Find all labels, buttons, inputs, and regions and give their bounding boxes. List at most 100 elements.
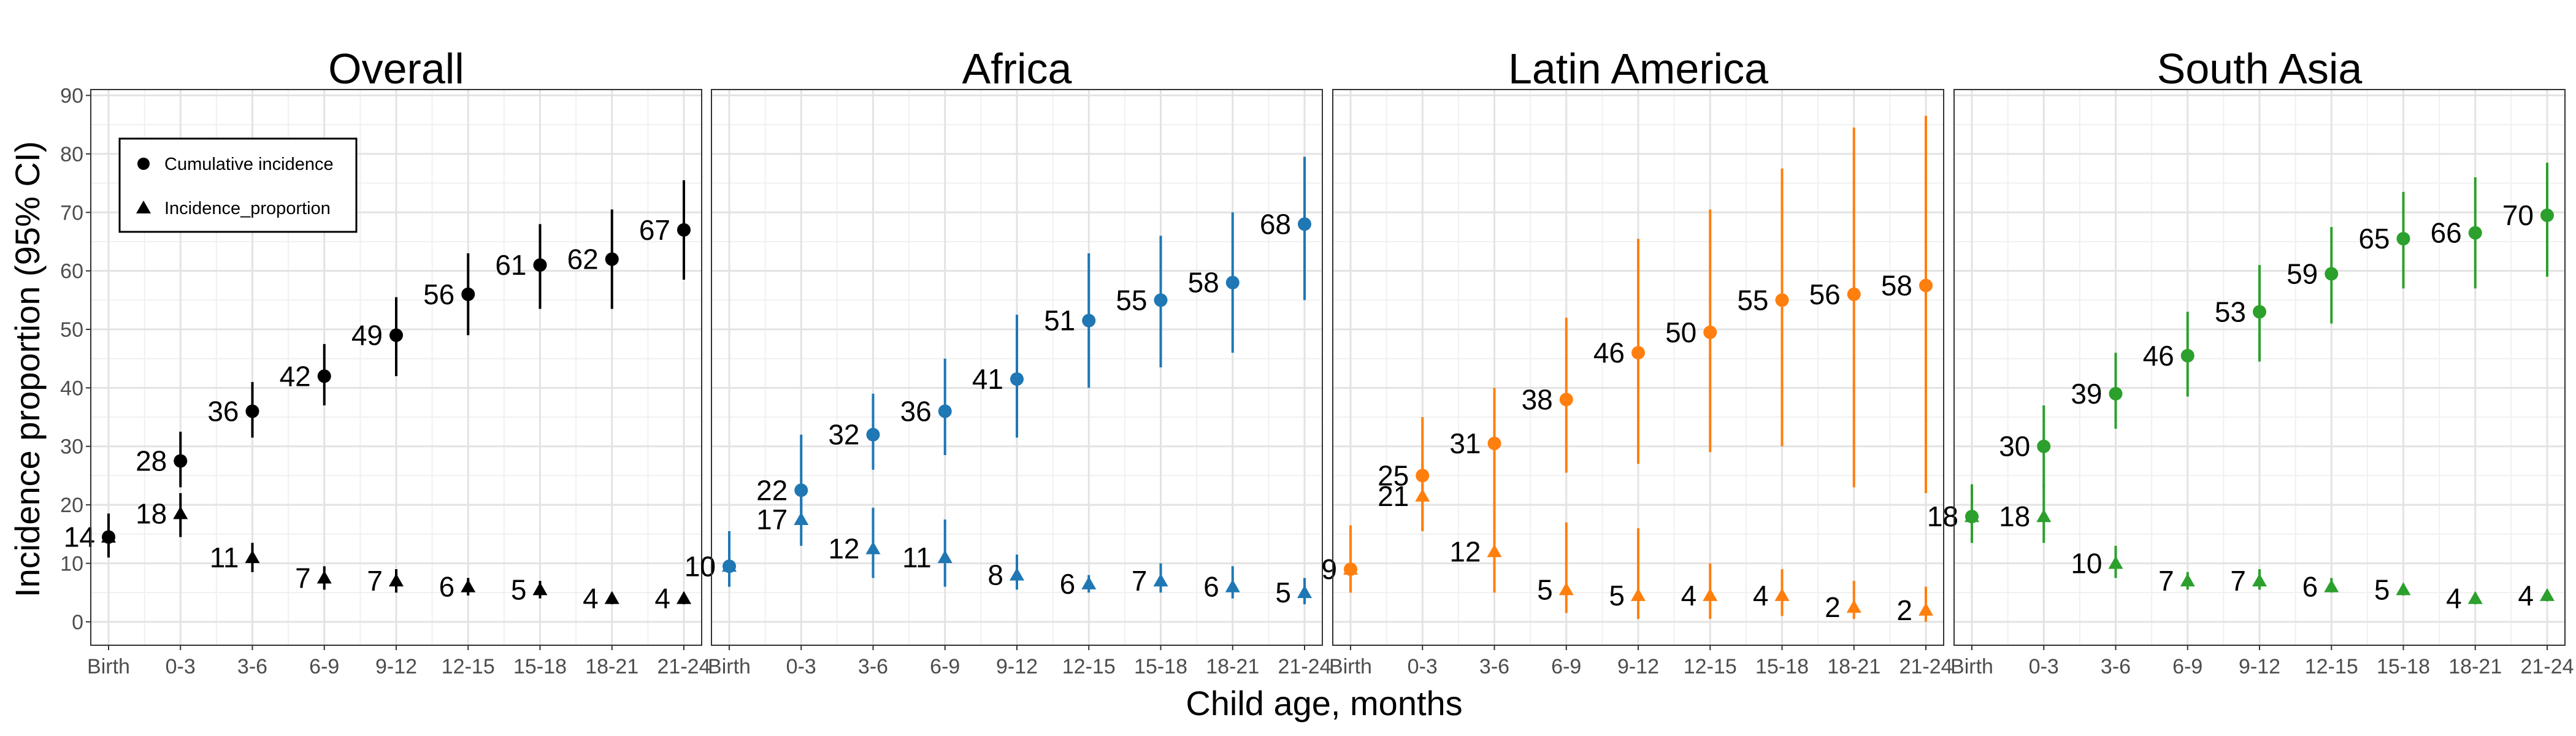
data-label-incidence-proportion: 5 xyxy=(2374,573,2390,605)
panel-title-africa: Africa xyxy=(962,45,1072,93)
data-label-incidence-proportion: 6 xyxy=(439,571,455,603)
point-incidence-proportion xyxy=(1631,588,1646,601)
data-label-incidence-proportion: 7 xyxy=(295,562,311,594)
y-tick-label-10: 10 xyxy=(60,552,83,575)
data-label-cumulative-incidence: 39 xyxy=(2071,378,2102,410)
y-tick-label-30: 30 xyxy=(60,435,83,459)
panel-title-south-asia: South Asia xyxy=(2157,45,2363,93)
data-label-incidence-proportion: 7 xyxy=(367,565,383,597)
x-tick-label-12-15: 12-15 xyxy=(1684,655,1737,678)
data-label-incidence-proportion: 11 xyxy=(902,542,932,573)
data-label-incidence-proportion: 18 xyxy=(136,497,167,529)
data-label-incidence-proportion: 6 xyxy=(2302,571,2318,603)
point-incidence-proportion xyxy=(1225,579,1240,592)
panel-border xyxy=(90,89,702,646)
point-cumulative-incidence xyxy=(174,454,188,468)
x-tick-label-9-12: 9-12 xyxy=(375,655,417,678)
panel-title-latin-america: Latin America xyxy=(1508,45,1768,93)
point-incidence-proportion xyxy=(722,559,737,572)
point-incidence-proportion xyxy=(2252,573,2267,587)
data-label-incidence-proportion: 2 xyxy=(1825,591,1841,623)
data-label-incidence-proportion: 12 xyxy=(1449,535,1481,567)
x-tick-label-birth: Birth xyxy=(87,655,130,678)
point-cumulative-incidence xyxy=(2109,386,2123,401)
x-tick-label-3-6: 3-6 xyxy=(858,655,888,678)
x-tick-label-birth: Birth xyxy=(1950,655,1993,678)
data-label-cumulative-incidence: 58 xyxy=(1188,267,1219,299)
data-label-cumulative-incidence: 55 xyxy=(1737,284,1768,316)
point-incidence-proportion xyxy=(389,573,404,587)
point-cumulative-incidence xyxy=(245,404,259,418)
point-incidence-proportion xyxy=(1703,588,1718,601)
data-label-incidence-proportion: 2 xyxy=(1896,594,1912,626)
point-incidence-proportion xyxy=(173,506,188,519)
x-tick-label-12-15: 12-15 xyxy=(2305,655,2358,678)
point-incidence-proportion xyxy=(1297,585,1312,599)
data-label-incidence-proportion: 6 xyxy=(1203,571,1219,603)
point-incidence-proportion xyxy=(2108,556,2123,569)
point-incidence-proportion xyxy=(1415,488,1430,502)
point-cumulative-incidence xyxy=(2180,348,2195,362)
point-incidence-proportion xyxy=(1487,544,1502,558)
point-incidence-proportion xyxy=(677,591,691,604)
data-label-cumulative-incidence: 56 xyxy=(1809,278,1841,310)
x-tick-label-3-6: 3-6 xyxy=(1479,655,1509,678)
x-tick-label-3-6: 3-6 xyxy=(2101,655,2131,678)
data-label-incidence-proportion: 21 xyxy=(1378,480,1409,512)
data-label-cumulative-incidence: 66 xyxy=(2431,217,2462,249)
data-label-incidence-proportion: 7 xyxy=(2230,565,2246,597)
y-tick-label-90: 90 xyxy=(60,85,83,108)
data-label-cumulative-incidence: 61 xyxy=(495,249,526,281)
point-cumulative-incidence xyxy=(866,427,880,442)
point-incidence-proportion xyxy=(2324,579,2339,592)
data-label-incidence-proportion: 10 xyxy=(2071,547,2102,579)
x-tick-label-birth: Birth xyxy=(1329,655,1372,678)
point-cumulative-incidence xyxy=(1082,313,1096,328)
x-tick-label-9-12: 9-12 xyxy=(2239,655,2280,678)
panel-overall: Overall Birth 0-3 3-6 6-9 9-12 12-15 15-18 18-21… xyxy=(64,45,711,678)
panel-title-overall: Overall xyxy=(328,45,464,93)
x-tick-label-6-9: 6-9 xyxy=(930,655,960,678)
x-tick-label-0-3: 0-3 xyxy=(166,655,196,678)
data-label-cumulative-incidence: 58 xyxy=(1881,269,1912,301)
data-label-incidence-proportion: 4 xyxy=(583,583,599,615)
data-label-cumulative-incidence: 68 xyxy=(1260,208,1291,240)
data-label-cumulative-incidence: 62 xyxy=(567,243,599,275)
x-tick-label-6-9: 6-9 xyxy=(309,655,339,678)
point-incidence-proportion xyxy=(604,591,619,604)
legend-triangle-icon xyxy=(136,201,151,213)
point-incidence-proportion xyxy=(1774,588,1790,601)
data-label-cumulative-incidence: 46 xyxy=(1593,337,1625,369)
point-incidence-proportion xyxy=(316,570,332,584)
y-tick-label-80: 80 xyxy=(60,143,83,166)
y-tick-label-20: 20 xyxy=(60,494,83,517)
x-tick-label-15-18: 15-18 xyxy=(513,655,567,678)
point-incidence-proportion xyxy=(2467,591,2483,604)
point-incidence-proportion xyxy=(2540,588,2555,601)
x-tick-label-21-24: 21-24 xyxy=(1278,655,1332,678)
y-tick-label-0: 0 xyxy=(72,611,83,634)
point-incidence-proportion xyxy=(1153,573,1168,587)
data-label-incidence-proportion: 9 xyxy=(1321,553,1337,585)
data-label-incidence-proportion: 4 xyxy=(1681,580,1697,611)
point-cumulative-incidence xyxy=(1559,393,1573,407)
point-incidence-proportion xyxy=(1081,576,1097,589)
data-label-cumulative-incidence: 65 xyxy=(2358,223,2390,255)
data-label-cumulative-incidence: 14 xyxy=(64,521,95,553)
data-label-cumulative-incidence: 36 xyxy=(900,396,932,427)
point-cumulative-incidence xyxy=(1847,287,1861,301)
point-cumulative-incidence xyxy=(2037,439,2051,453)
data-label-incidence-proportion: 8 xyxy=(987,559,1003,591)
data-label-cumulative-incidence: 70 xyxy=(2502,199,2534,231)
x-tick-label-9-12: 9-12 xyxy=(1617,655,1659,678)
data-label-cumulative-incidence: 10 xyxy=(684,550,716,582)
data-label-incidence-proportion: 5 xyxy=(1275,577,1291,608)
point-cumulative-incidence xyxy=(1010,372,1024,386)
point-incidence-proportion xyxy=(1010,567,1024,581)
x-tick-label-21-24: 21-24 xyxy=(1899,655,1953,678)
point-cumulative-incidence xyxy=(605,252,619,266)
data-label-cumulative-incidence: 56 xyxy=(423,278,454,310)
point-incidence-proportion xyxy=(865,541,881,554)
y-axis-title: Incidence proportion (95% CI) xyxy=(8,141,47,597)
